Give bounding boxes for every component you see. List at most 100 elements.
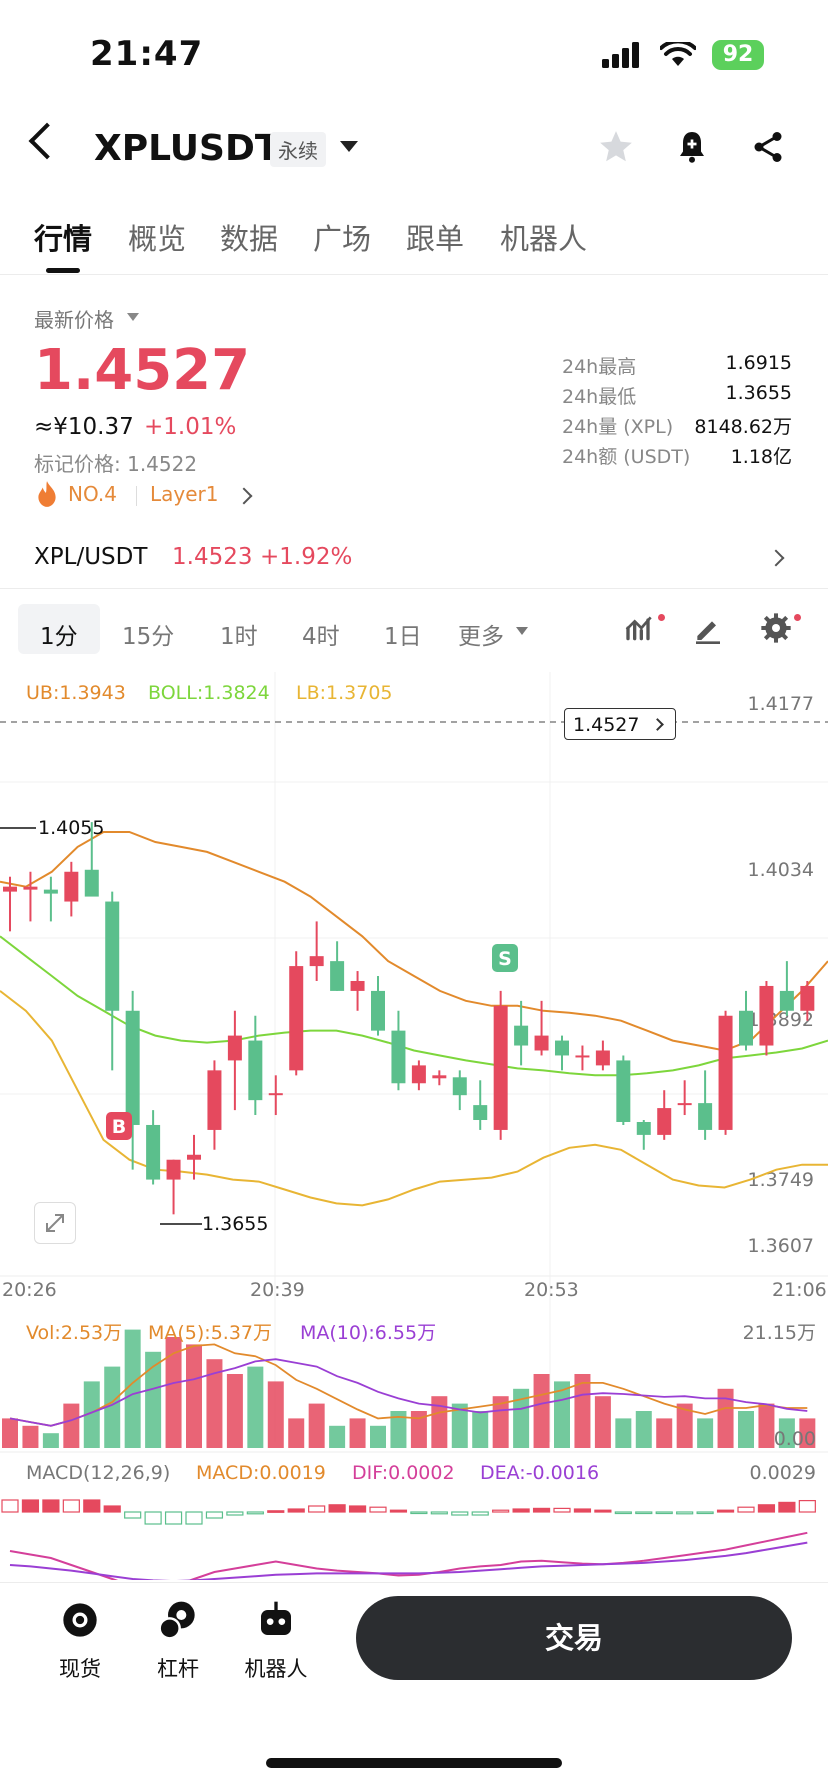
stat-volume-value: 8148.62万	[694, 416, 792, 438]
volume-bar	[656, 1418, 673, 1448]
notification-dot	[794, 614, 801, 621]
macd-hist-bar	[308, 1505, 326, 1513]
interval-4h[interactable]: 4时	[302, 624, 340, 650]
tab-copy-trading[interactable]: 跟单	[406, 222, 465, 256]
margin-nav-label[interactable]: 杠杆	[157, 1657, 199, 1681]
fullscreen-button[interactable]	[34, 1202, 76, 1244]
vol-label: Vol:2.53万	[26, 1322, 123, 1344]
macd-hist-bar	[1, 1499, 19, 1513]
candle-body	[657, 1108, 672, 1135]
candle-body	[3, 886, 17, 892]
settings-gear-icon[interactable]	[760, 612, 792, 644]
macd-hist-bar	[798, 1499, 816, 1513]
interval-1m[interactable]: 1分	[40, 624, 78, 650]
share-icon[interactable]	[750, 128, 786, 166]
spot-icon[interactable]	[60, 1600, 100, 1640]
volume-bar	[594, 1396, 611, 1448]
macd-hist-bar	[778, 1501, 796, 1513]
macd-hist-bar	[471, 1511, 489, 1516]
macd-hist-bar	[83, 1499, 101, 1513]
symbol-title[interactable]: XPLUSDT	[94, 128, 280, 169]
indicator-icon[interactable]	[624, 612, 656, 644]
tab-market[interactable]: 行情	[34, 222, 93, 256]
chevron-right-icon[interactable]	[767, 549, 785, 567]
volume-bar	[349, 1418, 366, 1448]
boll-lower-line	[0, 990, 828, 1207]
spot-nav-label[interactable]: 现货	[59, 1657, 101, 1681]
chevron-down-icon[interactable]	[516, 627, 528, 635]
boll-mid-line	[0, 935, 828, 1077]
spot-change: +1.92%	[260, 544, 353, 570]
tab-active-indicator	[46, 268, 80, 273]
macd-hist-bar	[226, 1511, 244, 1516]
bell-icon[interactable]	[674, 128, 710, 166]
interval-15m[interactable]: 15分	[122, 624, 175, 650]
sector-tag[interactable]: Layer1	[150, 482, 219, 506]
draw-icon[interactable]	[692, 612, 724, 644]
volume-bar	[370, 1425, 386, 1448]
volume-bar	[329, 1425, 346, 1448]
back-icon[interactable]	[28, 122, 66, 160]
interval-more[interactable]: 更多	[458, 624, 504, 650]
macd-hist-bar	[573, 1508, 592, 1513]
macd-hist-bar	[369, 1506, 387, 1513]
robot-icon[interactable]	[256, 1600, 296, 1640]
volume-bar	[431, 1396, 448, 1448]
chevron-down-icon[interactable]	[340, 141, 358, 152]
rank-badge[interactable]: NO.4	[68, 482, 117, 506]
macd-hist-bar	[430, 1511, 448, 1515]
caret-down-icon[interactable]	[127, 313, 139, 321]
dif-line	[9, 1531, 808, 1580]
vol-ma5-label: MA(5):5.37万	[148, 1322, 273, 1344]
bot-nav-label[interactable]: 机器人	[244, 1657, 308, 1681]
margin-icon[interactable]	[158, 1600, 198, 1640]
macd-hist-bar	[205, 1511, 224, 1519]
volume-bar	[104, 1366, 121, 1448]
spot-pair[interactable]: XPL/USDT	[34, 544, 148, 570]
volume-bar	[206, 1359, 223, 1448]
boll-upper-line	[0, 831, 828, 1052]
tab-square[interactable]: 广场	[313, 222, 372, 256]
latest-price-label[interactable]: 最新价格	[34, 308, 114, 332]
y-tick-label: 1.4034	[748, 859, 814, 881]
battery-indicator: 92	[712, 40, 764, 70]
cny-price: ≈¥10.37	[34, 414, 134, 440]
tab-overview[interactable]: 概览	[128, 222, 187, 256]
candle-body	[146, 1124, 161, 1180]
candle-body	[411, 1065, 426, 1084]
macd-hist-bar	[655, 1511, 673, 1515]
candle-body	[84, 869, 99, 897]
volume-bar	[778, 1418, 795, 1448]
tab-data[interactable]: 数据	[220, 222, 279, 256]
macd-hist-bar	[103, 1505, 121, 1513]
boll-lower-label: LB:1.3705	[296, 682, 393, 704]
tab-bots[interactable]: 机器人	[500, 222, 588, 256]
macd-hist-bar	[62, 1499, 80, 1513]
candle-body	[371, 990, 385, 1031]
y-tick-label: 1.4177	[748, 693, 814, 715]
candle-body	[207, 1070, 222, 1130]
mark-price: 标记价格: 1.4522	[34, 452, 198, 476]
interval-1h[interactable]: 1时	[220, 624, 258, 650]
candle-body	[759, 985, 774, 1046]
trade-button[interactable]: 交易	[356, 1596, 792, 1680]
candle-body	[555, 1040, 569, 1056]
star-icon[interactable]	[596, 128, 636, 166]
volume-bar	[676, 1403, 693, 1448]
home-indicator	[266, 1758, 562, 1768]
volume-bar	[247, 1366, 264, 1448]
wifi-icon	[660, 42, 696, 66]
chevron-right-icon[interactable]	[235, 487, 253, 505]
vol-ma10-label: MA(10):6.55万	[300, 1322, 437, 1344]
candle-body	[166, 1159, 181, 1180]
current-price-tag[interactable]: 1.4527	[564, 708, 676, 740]
macd-hist-bar	[451, 1511, 469, 1516]
dif-value: DIF:0.0002	[352, 1462, 455, 1484]
stat-high-label: 24h最高	[562, 356, 637, 378]
volume-bar	[799, 1418, 816, 1448]
dea-line	[9, 1541, 808, 1580]
candle-body	[125, 1010, 140, 1125]
interval-1d[interactable]: 1日	[384, 624, 422, 650]
x-tick-label: 20:39	[250, 1279, 305, 1301]
